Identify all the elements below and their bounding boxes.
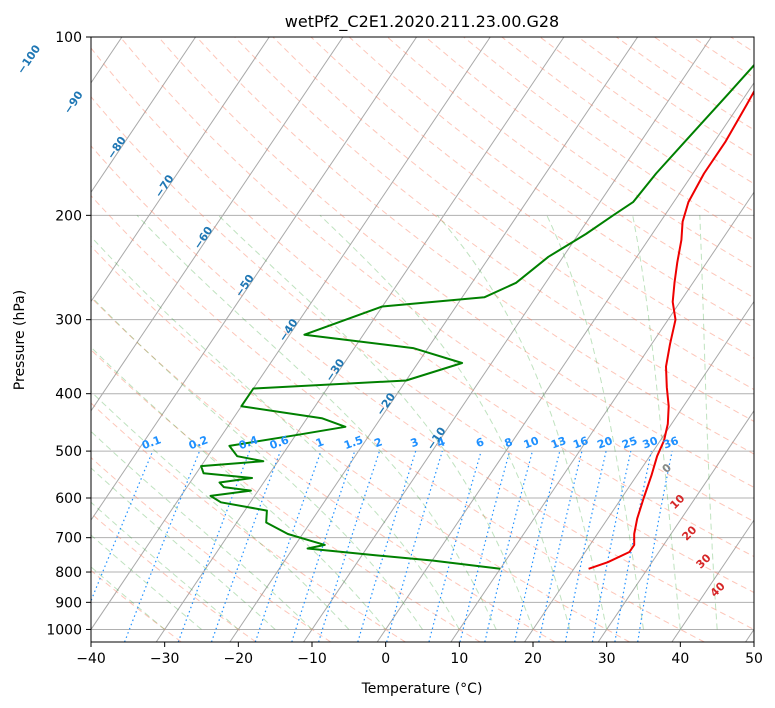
isotherm-line [91, 37, 344, 412]
isotherm-line [597, 409, 754, 642]
mixing-ratio-line [254, 450, 322, 642]
temperature-profile-line [588, 89, 754, 570]
isotherm-line [229, 37, 639, 642]
moist-adiabat [436, 214, 608, 630]
moist-adiabat [546, 215, 644, 630]
dry-adiabat [91, 245, 630, 642]
y-tick-label: 700 [55, 531, 82, 547]
y-tick-label: 300 [55, 313, 82, 329]
y-tick-label: 600 [55, 491, 82, 507]
isotherm-line [91, 37, 418, 522]
dewpoint-profile-line [200, 63, 754, 570]
dry-adiabat [91, 145, 754, 630]
isotherm-line [91, 37, 491, 631]
mixing-ratio-line [124, 450, 201, 642]
y-tick-label: 100 [55, 30, 82, 46]
y-tick-label: 400 [55, 387, 82, 403]
mixing-ratio-label: 20 [596, 434, 615, 452]
moist-adiabat [136, 214, 497, 630]
dry-adiabat [91, 512, 257, 642]
dry-adiabat [272, 37, 754, 391]
dry-adiabat [119, 37, 754, 523]
mixing-ratio-line [564, 450, 607, 642]
isotherm-line [671, 519, 754, 642]
mixing-ratio-line [291, 450, 356, 642]
mixing-ratio-line [318, 450, 381, 642]
y-tick-label: 500 [55, 444, 82, 460]
dry-adiabat [310, 37, 754, 359]
mixing-ratio-label: 1.5 [342, 433, 365, 452]
x-axis-title: Temperature (°C) [361, 681, 483, 697]
moist-adiabat [319, 214, 571, 630]
mixing-ratio-label: 3 [409, 435, 421, 450]
moist-adiabat [91, 235, 460, 630]
mixing-ratio-label: 13 [549, 434, 568, 451]
mixing-ratio-line [637, 450, 673, 642]
moist-adiabat [632, 215, 681, 630]
mixing-ratio-label: 1 [314, 435, 326, 450]
mixing-ratio-label: 30 [641, 434, 660, 452]
isotherm-line [450, 191, 754, 642]
dry-adiabat [91, 456, 332, 642]
isotherm-line [524, 300, 754, 642]
mixing-ratio-label: 2 [373, 435, 385, 450]
plot-frame [90, 36, 755, 643]
mixing-ratio-label: 25 [620, 434, 639, 451]
mixing-ratio-label: 0.2 [187, 433, 210, 452]
x-tick-label: 0 [381, 651, 390, 667]
mixing-ratio-line [614, 450, 652, 642]
x-tick-label: 40 [671, 651, 689, 667]
x-tick-label: 10 [450, 651, 468, 667]
moist-adiabat [699, 215, 718, 630]
x-tick-label: −40 [76, 651, 106, 667]
isotherm-line [91, 37, 270, 303]
mixing-ratio-label: 0.1 [140, 433, 163, 452]
isotherm-line [376, 82, 754, 642]
y-tick-label: 200 [55, 208, 82, 224]
y-tick-label: 1000 [46, 622, 82, 638]
mixing-ratio-label: 4 [435, 435, 447, 450]
x-tick-label: −30 [150, 651, 180, 667]
moist-adiabat [91, 467, 276, 630]
mixing-ratio-label: 0.4 [237, 433, 260, 452]
moist-adiabat [91, 430, 313, 630]
x-tick-label: 30 [598, 651, 616, 667]
dry-adiabat [91, 47, 754, 558]
isotherm-line [155, 37, 565, 642]
mixing-ratio-line [386, 450, 443, 642]
dry-adiabat [234, 37, 754, 422]
moist-adiabat [218, 214, 534, 630]
mixing-ratio-label: 10 [522, 434, 541, 452]
moist-adiabat [91, 346, 387, 630]
x-tick-label: 20 [524, 651, 542, 667]
dry-adiabat [91, 194, 705, 642]
moist-adiabat [91, 390, 350, 630]
mixing-ratio-label: 36 [661, 434, 680, 452]
x-tick-label: −10 [297, 651, 327, 667]
mixing-ratio-line [591, 450, 632, 642]
mixing-ratio-label: 16 [571, 434, 590, 452]
moist-adiabat [91, 295, 423, 630]
isotherm-line [91, 37, 197, 194]
dry-adiabat [91, 349, 481, 642]
y-tick-label: 800 [55, 565, 82, 581]
chart-title: wetPf2_C2E1.2020.211.23.00.G28 [285, 12, 559, 32]
y-tick-label: 900 [55, 595, 82, 611]
x-tick-label: 50 [745, 651, 763, 667]
mixing-ratio-label: 8 [503, 435, 515, 450]
mixing-ratio-label: 0.6 [268, 433, 291, 452]
mixing-ratio-label: 6 [474, 435, 486, 450]
y-axis-title: Pressure (hPa) [12, 290, 28, 390]
mixing-ratio-line [357, 450, 417, 642]
dry-adiabat [91, 96, 754, 594]
x-tick-label: −20 [224, 651, 254, 667]
dry-adiabat [91, 296, 556, 642]
isotherm-line [303, 37, 712, 642]
